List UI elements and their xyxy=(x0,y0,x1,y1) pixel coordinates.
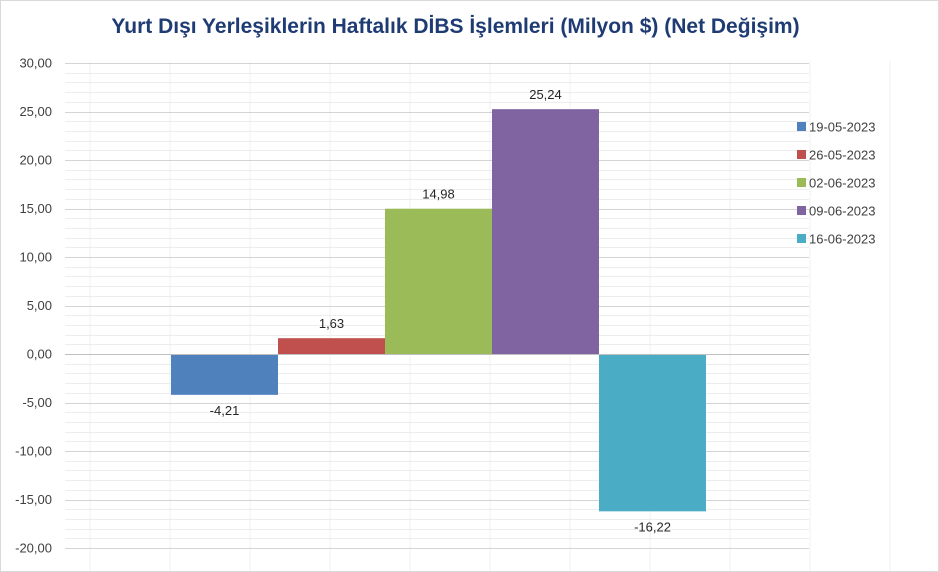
legend-swatch xyxy=(797,178,806,187)
bar-09-06-2023[interactable] xyxy=(492,109,599,354)
legend-label: 26-05-2023 xyxy=(809,148,876,163)
y-tick-label: 30,00 xyxy=(19,56,52,71)
legend-swatch xyxy=(797,122,806,131)
y-axis-tick-labels: 30,00 25,00 20,00 15,00 10,00 5,00 0,00 -5,00 -1… xyxy=(15,56,52,556)
y-tick-label: 10,00 xyxy=(19,250,52,265)
y-tick-label: -10,00 xyxy=(15,444,52,459)
legend-swatch xyxy=(797,234,806,243)
legend-item-02-06-2023[interactable]: 02-06-2023 xyxy=(797,176,876,191)
data-label-02-06-2023: 14,98 xyxy=(422,187,455,202)
legend-item-26-05-2023[interactable]: 26-05-2023 xyxy=(797,148,876,163)
legend[interactable]: 19-05-2023 26-05-2023 02-06-2023 09-06-2023… xyxy=(797,120,876,247)
y-tick-label: 0,00 xyxy=(27,347,52,362)
bar-16-06-2023[interactable] xyxy=(599,354,706,512)
y-tick-label: -15,00 xyxy=(15,492,52,507)
chart-title: Yurt Dışı Yerleşiklerin Haftalık DİBS İş… xyxy=(111,15,800,38)
y-tick-label: 20,00 xyxy=(19,153,52,168)
legend-item-16-06-2023[interactable]: 16-06-2023 xyxy=(797,232,876,247)
legend-swatch xyxy=(797,206,806,215)
data-labels: -4,21 1,63 14,98 25,24 -16,22 xyxy=(210,87,671,534)
legend-label: 09-06-2023 xyxy=(809,204,876,219)
legend-item-09-06-2023[interactable]: 09-06-2023 xyxy=(797,204,876,219)
y-tick-label: 25,00 xyxy=(19,104,52,119)
y-tick-label: 5,00 xyxy=(27,298,52,313)
data-label-19-05-2023: -4,21 xyxy=(210,403,240,418)
bar-26-05-2023[interactable] xyxy=(278,338,385,354)
data-label-09-06-2023: 25,24 xyxy=(529,87,562,102)
bar-02-06-2023[interactable] xyxy=(385,208,492,354)
data-label-16-06-2023: -16,22 xyxy=(634,519,671,534)
legend-label: 02-06-2023 xyxy=(809,176,876,191)
legend-label: 16-06-2023 xyxy=(809,232,876,247)
y-tick-label: 15,00 xyxy=(19,201,52,216)
y-tick-label: -5,00 xyxy=(22,395,52,410)
legend-label: 19-05-2023 xyxy=(809,120,876,135)
bar-19-05-2023[interactable] xyxy=(171,354,278,395)
y-tick-label: -20,00 xyxy=(15,541,52,556)
data-label-26-05-2023: 1,63 xyxy=(319,316,344,331)
bars xyxy=(171,109,706,512)
legend-swatch xyxy=(797,150,806,159)
legend-item-19-05-2023[interactable]: 19-05-2023 xyxy=(797,120,876,135)
